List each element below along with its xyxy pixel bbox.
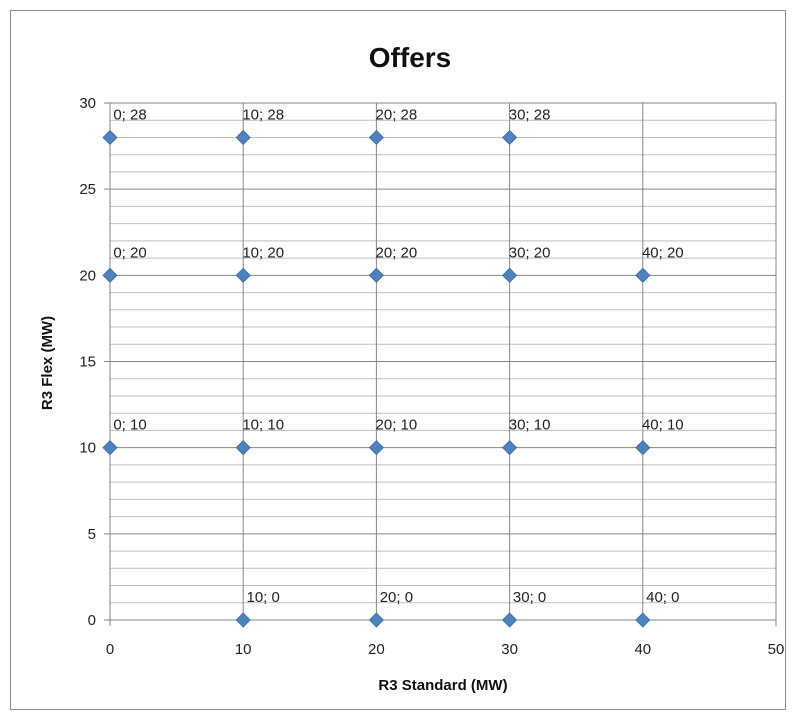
x-tick-label: 20 — [368, 641, 385, 658]
data-point — [502, 440, 518, 456]
data-label: 0; 10 — [113, 417, 146, 434]
data-point — [235, 440, 251, 456]
data-point — [502, 612, 518, 628]
major-gridlines — [104, 102, 777, 626]
data-point — [102, 267, 118, 283]
data-label: 0; 20 — [113, 244, 146, 261]
y-tick-label: 0 — [88, 612, 96, 629]
data-point — [235, 612, 251, 628]
data-label: 30; 28 — [509, 106, 551, 123]
data-point — [102, 129, 118, 146]
data-point — [368, 267, 384, 283]
data-label: 30; 10 — [509, 417, 551, 434]
x-axis-label: R3 Standard (MW) — [378, 677, 507, 694]
y-tick-label: 20 — [79, 267, 96, 284]
data-point — [368, 440, 384, 456]
chart-title: Offers — [369, 42, 451, 73]
data-point — [502, 129, 518, 146]
data-label: 0; 28 — [113, 106, 146, 123]
data-label: 10; 20 — [242, 244, 284, 261]
x-tick-label: 10 — [235, 641, 252, 658]
data-label: 10; 10 — [242, 417, 284, 434]
data-point — [368, 612, 384, 628]
data-point — [635, 612, 651, 628]
data-label: 30; 20 — [509, 244, 551, 261]
data-label: 20; 28 — [376, 106, 418, 123]
data-label: 20; 20 — [376, 244, 418, 261]
chart-frame — [10, 10, 786, 710]
data-point — [102, 440, 118, 456]
y-tick-label: 25 — [79, 181, 96, 198]
data-label: 20; 10 — [376, 417, 418, 434]
data-label: 10; 28 — [242, 106, 284, 123]
data-labels: 0; 28 10; 28 20; 28 30; 28 0; 20 10; 20 20; 20… — [113, 106, 683, 606]
data-label: 10; 0 — [247, 589, 280, 606]
data-point — [635, 440, 651, 456]
x-axis-tick-labels: 0 10 20 30 40 50 — [106, 641, 785, 658]
data-label: 40; 20 — [642, 244, 684, 261]
data-label: 40; 10 — [642, 417, 684, 434]
x-tick-label: 40 — [634, 641, 651, 658]
minor-gridlines — [110, 119, 776, 604]
y-axis-tick-labels: 0 5 10 15 20 25 30 — [79, 95, 96, 629]
y-tick-label: 10 — [79, 440, 96, 457]
x-tick-label: 30 — [501, 641, 518, 658]
data-points — [102, 129, 651, 628]
data-label: 40; 0 — [646, 589, 679, 606]
data-point — [368, 129, 384, 146]
y-tick-label: 15 — [79, 354, 96, 371]
data-point — [502, 267, 518, 283]
y-tick-label: 30 — [79, 95, 96, 112]
y-tick-label: 5 — [88, 526, 96, 543]
x-tick-label: 0 — [106, 641, 114, 658]
x-tick-label: 50 — [768, 641, 785, 658]
data-label: 30; 0 — [513, 589, 546, 606]
data-point — [235, 129, 251, 146]
y-axis-label: R3 Flex (MW) — [39, 316, 56, 410]
data-point — [235, 267, 251, 283]
data-label: 20; 0 — [380, 589, 413, 606]
data-point — [635, 267, 651, 283]
